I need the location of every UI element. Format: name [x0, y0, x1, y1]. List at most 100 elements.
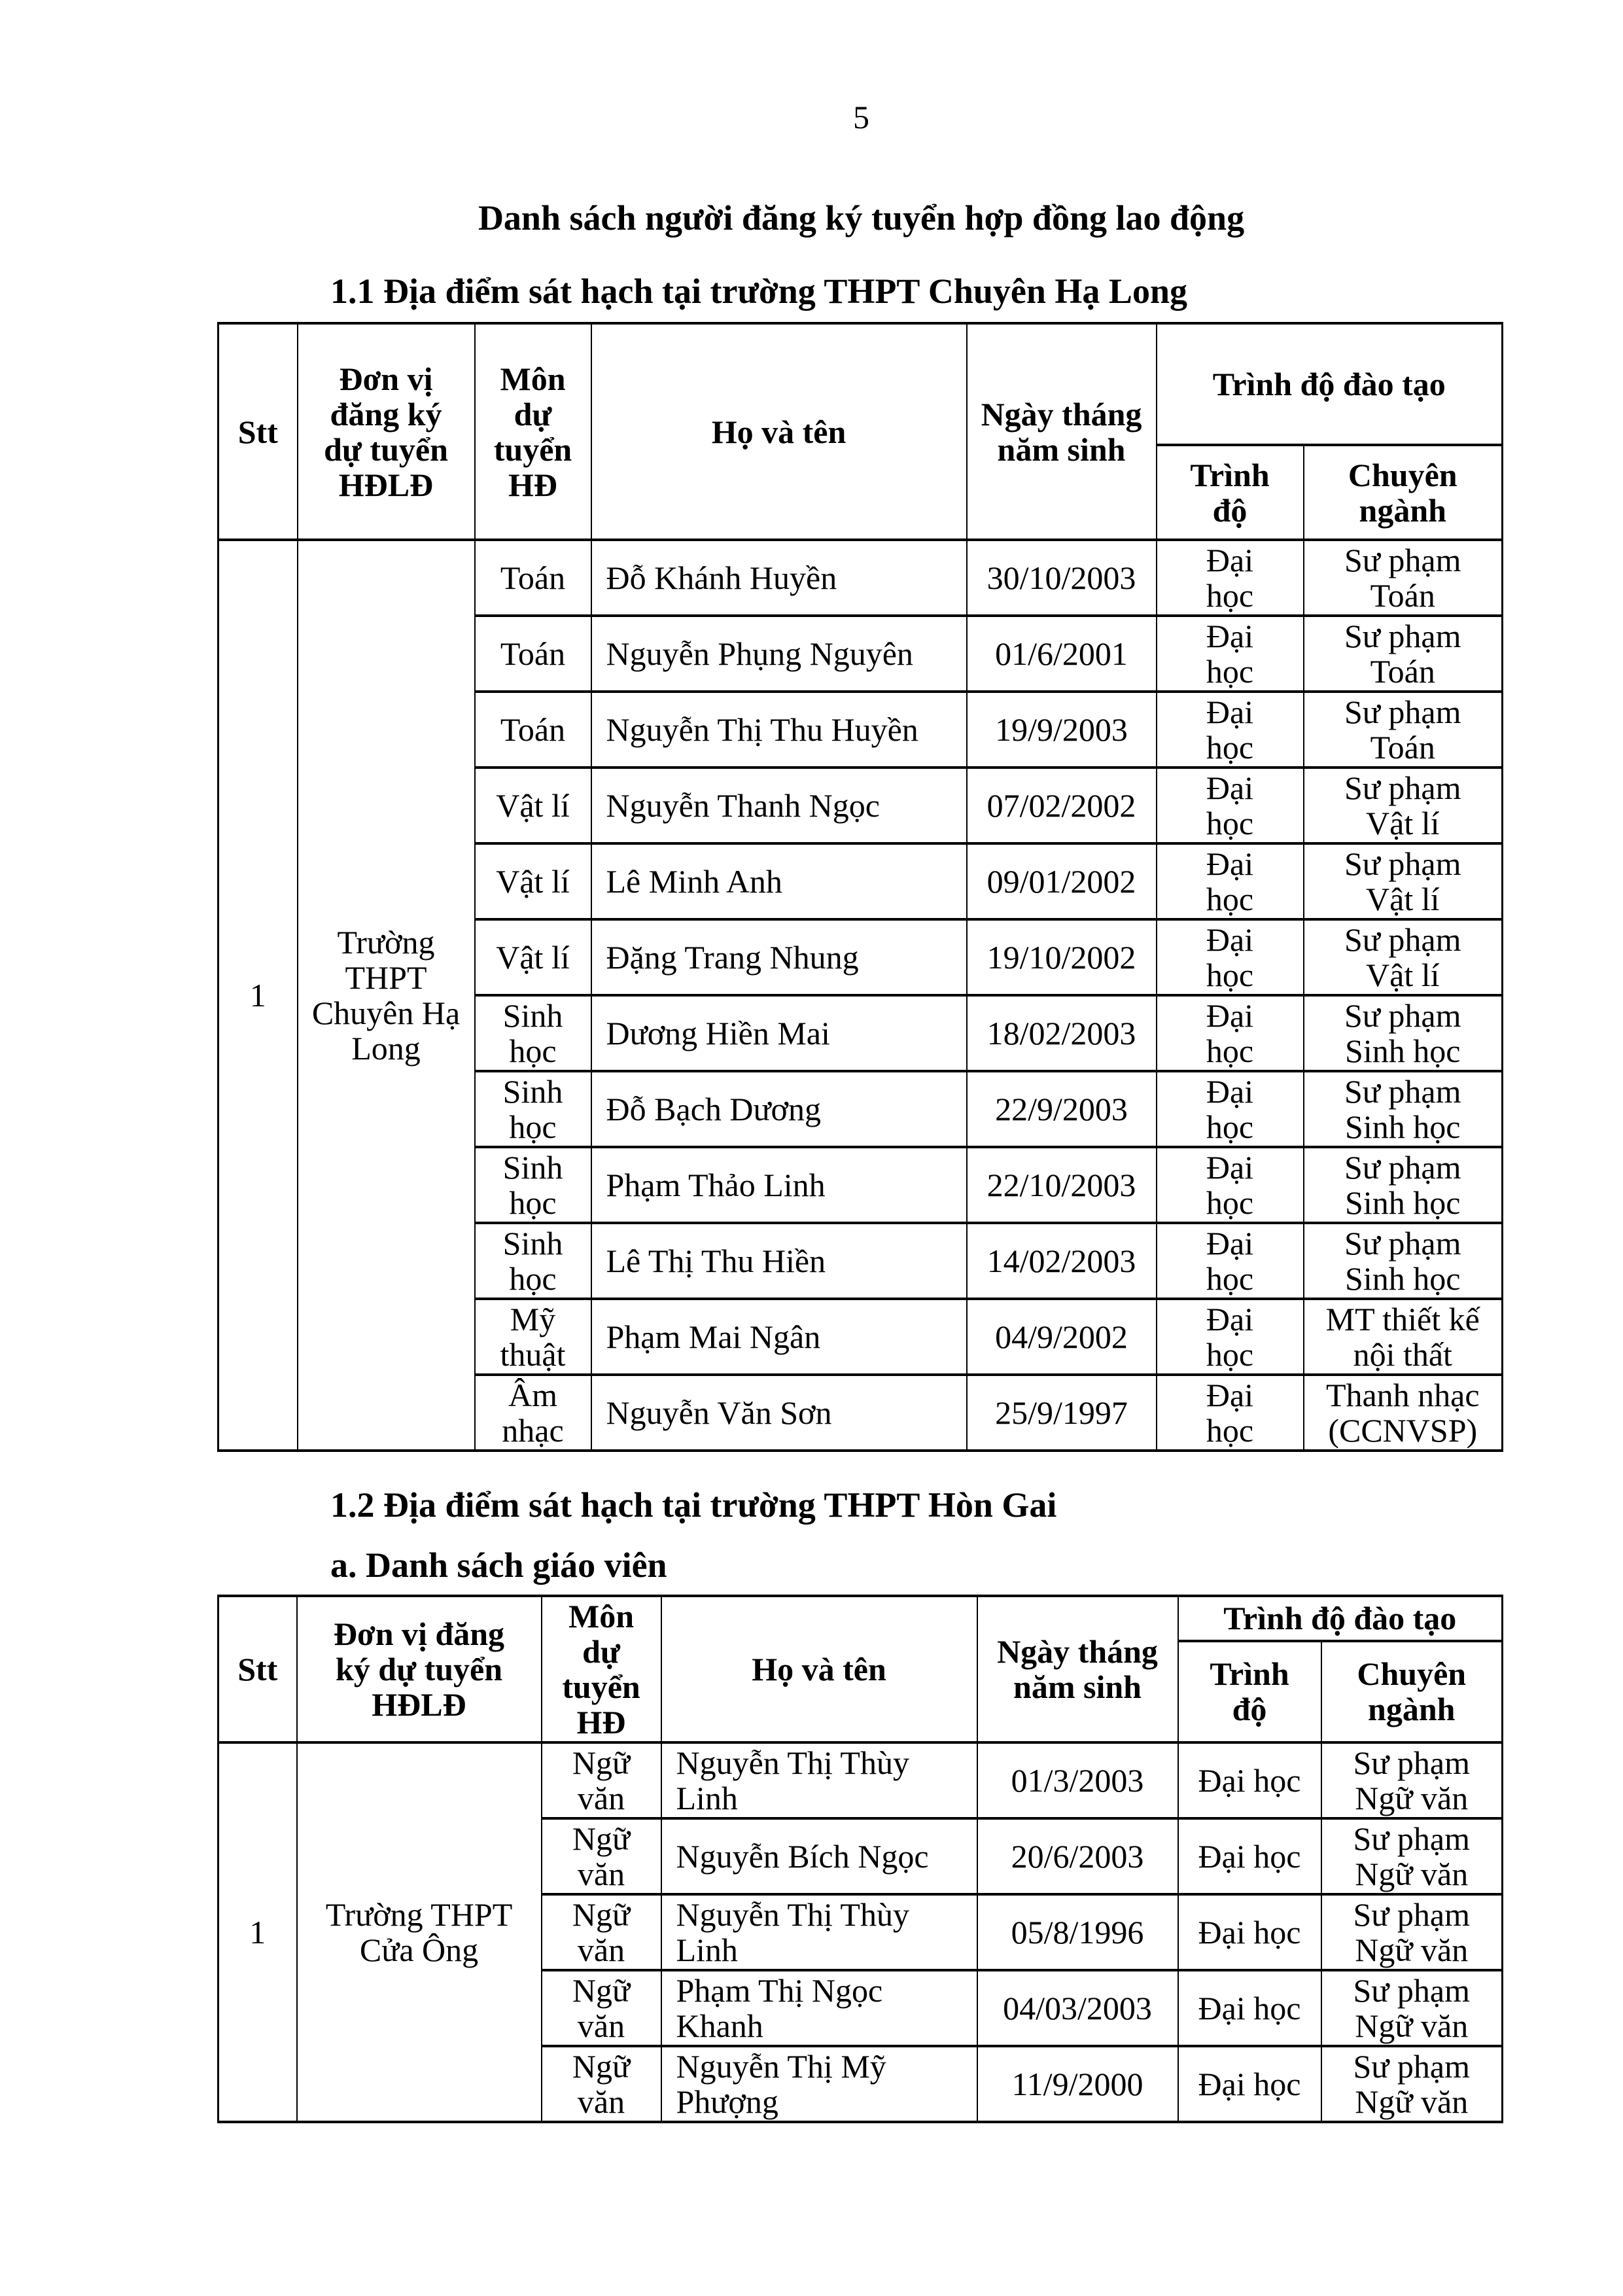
header-level: Trình độ: [1177, 1639, 1322, 1744]
section-1-1-heading: 1.1 Địa điểm sát hạch tại trường THPT Ch…: [330, 272, 1187, 311]
header-unit: Đơn vị đăng ký dự tuyển HĐLĐ: [296, 322, 476, 541]
cell-major: Sư phạm Toán: [1302, 539, 1503, 617]
cell-dob: 04/9/2002: [966, 1298, 1157, 1376]
header-training: Trình độ đào tạo: [1177, 1595, 1503, 1642]
section-1-2-heading: 1.2 Địa điểm sát hạch tại trường THPT Hò…: [330, 1485, 1057, 1525]
table-row: Sinh học Dương Hiền Mai 18/02/2003 Đại h…: [218, 994, 1503, 1072]
cell-subject: Vật lí: [474, 842, 592, 921]
page-number: 5: [853, 99, 869, 135]
cell-major: Sư phạm Vật lí: [1302, 842, 1503, 921]
cell-dob: 14/02/2003: [966, 1222, 1157, 1300]
cell-name: Nguyễn Phụng Nguyên: [590, 614, 968, 693]
cell-dob: 19/10/2002: [966, 918, 1157, 997]
cell-subject: Ngữ văn: [540, 1817, 662, 1896]
cell-major: Sư phạm Sinh học: [1302, 994, 1503, 1072]
table-row: Sinh học Đỗ Bạch Dương 22/9/2003 Đại học…: [218, 1070, 1503, 1148]
header-major: Chuyên ngành: [1320, 1639, 1503, 1744]
cell-level: Đại học: [1155, 1298, 1304, 1376]
cell-subject: Âm nhạc: [474, 1373, 592, 1452]
cell-subject: Vật lí: [474, 918, 592, 997]
cell-dob: 18/02/2003: [966, 994, 1157, 1072]
cell-level: Đại học: [1177, 1969, 1322, 2047]
table-row: Sinh học Phạm Thảo Linh 22/10/2003 Đại h…: [218, 1146, 1503, 1224]
table-subheader-row: Trình độ Chuyên ngành: [218, 444, 1503, 541]
cell-major: Sư phạm Ngữ văn: [1320, 1741, 1503, 1820]
header-dob: Ngày tháng năm sinh: [976, 1595, 1179, 1744]
cell-subject: Vật lí: [474, 766, 592, 845]
cell-name: Dương Hiền Mai: [590, 994, 968, 1072]
cell-subject: Sinh học: [474, 1146, 592, 1224]
table-hon-gai-teachers: Stt Đơn vị đăng ký dự tuyển HĐLĐ Môn dự …: [217, 1595, 1504, 2123]
cell-name: Đỗ Bạch Dương: [590, 1070, 968, 1148]
cell-subject: Ngữ văn: [540, 1893, 662, 1971]
cell-dob: 09/01/2002: [966, 842, 1157, 921]
table-row: 1 Trường THPT Chuyên Hạ Long Toán Đỗ Khá…: [217, 539, 1503, 1452]
cell-dob: 11/9/2000: [976, 2045, 1179, 2123]
table-ha-long: Stt Đơn vị đăng ký dự tuyển HĐLĐ Môn dự …: [217, 322, 1504, 1452]
cell-unit: Trường THPT Chuyên Hạ Long: [296, 539, 476, 1452]
cell-major: Thanh nhạc (CCNVSP): [1302, 1373, 1503, 1452]
table-row: Sinh học Lê Thị Thu Hiền 14/02/2003 Đại …: [218, 1222, 1503, 1300]
cell-subject: Ngữ văn: [540, 1741, 662, 1820]
cell-subject: Toán: [474, 539, 592, 617]
cell-name: Đỗ Khánh Huyền: [590, 539, 968, 617]
table-row: Mỹ thuật Phạm Mai Ngân 04/9/2002 Đại học…: [218, 1298, 1503, 1376]
cell-subject: Toán: [474, 614, 592, 693]
cell-name: Nguyễn Thị Thùy Linh: [660, 1741, 978, 1820]
cell-major: Sư phạm Vật lí: [1302, 918, 1503, 997]
cell-level: Đại học: [1155, 1222, 1304, 1300]
table-row: Vật lí Đặng Trang Nhung 19/10/2002 Đại h…: [218, 918, 1503, 997]
cell-name: Đặng Trang Nhung: [590, 918, 968, 997]
cell-subject: Mỹ thuật: [474, 1298, 592, 1376]
header-name: Họ và tên: [660, 1595, 978, 1744]
doc-title: Danh sách người đăng ký tuyển hợp đồng l…: [478, 198, 1245, 238]
cell-level: Đại học: [1155, 614, 1304, 693]
cell-dob: 20/6/2003: [976, 1817, 1179, 1896]
table-row: Toán Nguyễn Thị Thu Huyền 19/9/2003 Đại …: [218, 690, 1503, 769]
cell-dob: 22/9/2003: [966, 1070, 1157, 1148]
cell-major: Sư phạm Sinh học: [1302, 1146, 1503, 1224]
cell-level: Đại học: [1155, 842, 1304, 921]
cell-unit: Trường THPT Cửa Ông: [296, 1741, 542, 2123]
cell-level: Đại học: [1155, 539, 1304, 617]
cell-subject: Sinh học: [474, 994, 592, 1072]
cell-subject: Ngữ văn: [540, 2045, 662, 2123]
header-subject: Môn dự tuyển HĐ: [540, 1595, 662, 1744]
cell-stt: 1: [217, 1741, 298, 2123]
cell-major: Sư phạm Sinh học: [1302, 1222, 1503, 1300]
table-header-row: Stt Đơn vị đăng ký dự tuyển HĐLĐ Môn dự …: [217, 322, 1503, 541]
cell-dob: 30/10/2003: [966, 539, 1157, 617]
cell-name: Phạm Thảo Linh: [590, 1146, 968, 1224]
cell-major: Sư phạm Vật lí: [1302, 766, 1503, 845]
table-row: Âm nhạc Nguyễn Văn Sơn 25/9/1997 Đại học…: [218, 1373, 1503, 1452]
cell-level: Đại học: [1155, 918, 1304, 997]
cell-major: Sư phạm Ngữ văn: [1320, 2045, 1503, 2123]
cell-name: Lê Minh Anh: [590, 842, 968, 921]
cell-dob: 01/6/2001: [966, 614, 1157, 693]
header-stt: Stt: [217, 322, 298, 541]
cell-major: Sư phạm Ngữ văn: [1320, 1969, 1503, 2047]
header-subject: Môn dự tuyển HĐ: [474, 322, 592, 541]
cell-level: Đại học: [1155, 1146, 1304, 1224]
cell-level: Đại học: [1177, 1817, 1322, 1896]
table-row: Ngữ văn Nguyễn Bích Ngọc 20/6/2003 Đại h…: [218, 1817, 1503, 1896]
cell-subject: Sinh học: [474, 1222, 592, 1300]
cell-name: Nguyễn Thanh Ngọc: [590, 766, 968, 845]
table-row: 1 Trường THPT Cửa Ông Ngữ văn Nguyễn Thị…: [217, 1741, 1503, 2123]
header-dob: Ngày tháng năm sinh: [966, 322, 1157, 541]
cell-subject: Sinh học: [474, 1070, 592, 1148]
cell-level: Đại học: [1155, 1070, 1304, 1148]
table-row: Ngữ văn Nguyễn Thị Thùy Linh 05/8/1996 Đ…: [218, 1893, 1503, 1971]
cell-subject: Ngữ văn: [540, 1969, 662, 2047]
cell-stt: 1: [217, 539, 298, 1452]
cell-subject: Toán: [474, 690, 592, 769]
header-level: Trình độ: [1155, 444, 1304, 541]
cell-name: Lê Thị Thu Hiền: [590, 1222, 968, 1300]
cell-dob: 19/9/2003: [966, 690, 1157, 769]
page-content: 5 Danh sách người đăng ký tuyển hợp đồng…: [217, 0, 1505, 2123]
cell-level: Đại học: [1155, 994, 1304, 1072]
cell-dob: 22/10/2003: [966, 1146, 1157, 1224]
cell-name: Nguyễn Thị Thùy Linh: [660, 1893, 978, 1971]
table-row: Vật lí Nguyễn Thanh Ngọc 07/02/2002 Đại …: [218, 766, 1503, 845]
